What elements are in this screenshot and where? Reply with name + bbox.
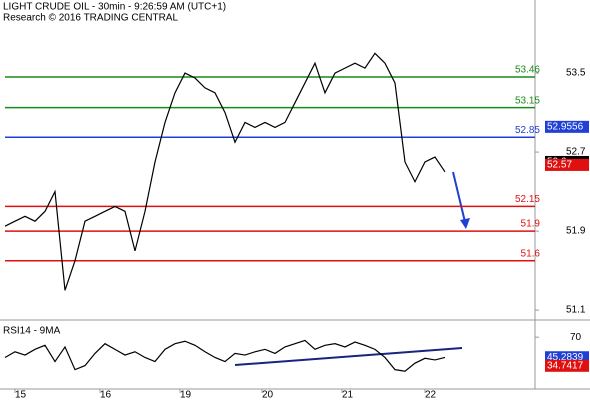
price-tag (545, 120, 589, 133)
trend-line (234, 347, 463, 366)
price-tag-label: 45.2839 (547, 352, 584, 363)
level-label: 51.9 (521, 219, 541, 230)
x-tick-label: 16 (100, 390, 112, 400)
x-tick-label: 21 (342, 390, 354, 400)
y-tick-label: 53.5 (566, 68, 586, 79)
x-tick-label: 20 (262, 390, 274, 400)
arrow-head (460, 218, 470, 229)
rsi-tick-label: 70 (570, 332, 582, 343)
level-label: 51.6 (521, 248, 541, 259)
rsi-line (4, 339, 446, 372)
level-label: 52.15 (515, 194, 540, 205)
price-tag-label: 34.7417 (547, 360, 584, 371)
level-label: 52.85 (515, 125, 540, 136)
x-tick-label: 19 (180, 390, 192, 400)
price-tag-label: 52.9556 (547, 121, 584, 132)
arrow-shaft (452, 171, 466, 223)
price-line (4, 52, 446, 291)
level-label: 53.46 (515, 65, 540, 76)
y-tick-label: 51.9 (566, 226, 586, 237)
price-tag (545, 359, 589, 372)
x-tick-label: 15 (15, 390, 27, 400)
x-tick-label: 22 (425, 390, 437, 400)
y-tick-label: 51.1 (566, 305, 586, 316)
chart-title: LIGHT CRUDE OIL - 30min - 9:26:59 AM (UT… (3, 2, 226, 13)
price-tag-label: 52.57 (547, 160, 572, 171)
chart-subtitle: Research © 2016 TRADING CENTRAL (3, 13, 178, 24)
price-tag (545, 158, 589, 171)
y-tick-label: 52.7 (566, 147, 586, 158)
rsi-title: RSI14 - 9MA (3, 326, 61, 337)
level-label: 53.15 (515, 95, 540, 106)
